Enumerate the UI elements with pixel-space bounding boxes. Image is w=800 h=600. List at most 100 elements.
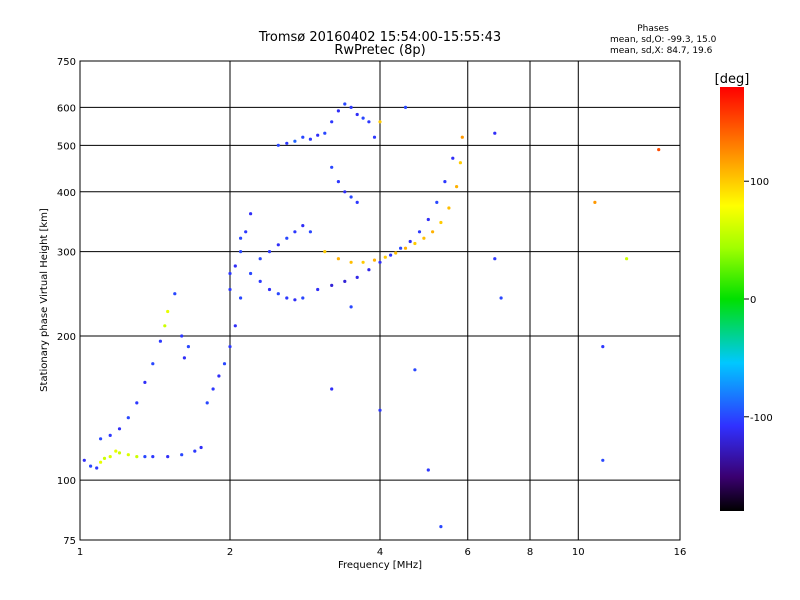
- colorbar-label: [deg]: [715, 72, 750, 87]
- grid-lines: [80, 61, 680, 540]
- data-point: [117, 427, 122, 431]
- data-point: [180, 334, 184, 338]
- x-tick-label: 10: [572, 547, 585, 558]
- data-point: [126, 416, 130, 420]
- data-point: [151, 455, 155, 459]
- data-point: [301, 296, 305, 300]
- data-point: [228, 287, 232, 292]
- x-tick-label: 6: [465, 547, 471, 558]
- x-axis-ticks: 1 2 4 6 8 10 16: [77, 547, 687, 558]
- data-point: [143, 380, 147, 384]
- data-point: [193, 449, 197, 453]
- data-point: [349, 260, 353, 264]
- data-point: [323, 250, 327, 254]
- data-point: [443, 180, 447, 184]
- data-point: [276, 243, 280, 247]
- data-point: [135, 455, 139, 459]
- data-point: [108, 433, 112, 437]
- data-point: [499, 296, 503, 300]
- data-point: [349, 305, 353, 309]
- data-point: [361, 260, 365, 264]
- data-point: [378, 120, 382, 124]
- data-point: [355, 275, 359, 279]
- data-point: [593, 200, 597, 204]
- data-point: [413, 368, 417, 372]
- y-tick-label: 100: [57, 476, 76, 487]
- data-point: [330, 120, 334, 124]
- data-point: [222, 362, 227, 366]
- data-point: [228, 345, 232, 349]
- y-tick-label: 75: [63, 536, 76, 547]
- data-point: [316, 133, 320, 137]
- data-point: [431, 230, 435, 234]
- data-point: [249, 271, 253, 276]
- data-point: [233, 264, 237, 268]
- data-point: [601, 458, 605, 462]
- data-point: [349, 195, 353, 199]
- data-point: [336, 109, 340, 113]
- data-point: [330, 387, 334, 391]
- data-point: [330, 283, 334, 287]
- x-tick-label: 2: [227, 547, 233, 558]
- chart-subtitle: RwPretec (8p): [334, 43, 425, 58]
- data-point: [403, 246, 408, 250]
- data-point: [173, 292, 177, 296]
- data-point: [355, 200, 359, 204]
- data-point: [228, 271, 232, 276]
- data-point: [361, 116, 365, 120]
- x-tick-label: 4: [377, 547, 383, 558]
- data-point: [399, 246, 403, 250]
- y-tick-label: 400: [57, 188, 76, 199]
- x-tick-label: 1: [77, 547, 83, 558]
- chart-title: Tromsø 20160402 15:54:00-15:55:43: [258, 30, 501, 45]
- data-point: [451, 156, 455, 160]
- data-point: [205, 401, 209, 405]
- data-point: [343, 102, 347, 106]
- data-point: [249, 212, 253, 216]
- data-point: [367, 268, 371, 272]
- plot-frame: [79, 60, 681, 541]
- data-point: [89, 464, 93, 468]
- data-point: [372, 258, 377, 262]
- data-point: [336, 257, 340, 261]
- data-point: [422, 236, 426, 240]
- data-point: [217, 374, 221, 378]
- data-point: [343, 279, 347, 283]
- data-point: [102, 456, 107, 460]
- y-tick-label: 300: [57, 248, 76, 259]
- data-point: [182, 356, 186, 360]
- data-point: [458, 161, 462, 165]
- data-point: [378, 408, 382, 412]
- data-point: [455, 185, 459, 189]
- y-tick-label: 500: [57, 141, 76, 152]
- y-axis-ticks: 75 100 200 300 400 500 600 750: [57, 57, 76, 547]
- data-point: [180, 453, 184, 457]
- data-point: [276, 143, 280, 147]
- data-point: [435, 200, 439, 204]
- data-point: [99, 437, 103, 441]
- x-tick-label: 16: [674, 547, 687, 558]
- data-point: [166, 309, 170, 314]
- data-point: [199, 445, 203, 450]
- data-point: [403, 105, 408, 109]
- data-point: [95, 466, 99, 470]
- data-points: [82, 102, 661, 529]
- data-point: [233, 324, 237, 328]
- data-point: [657, 148, 661, 152]
- data-point: [285, 141, 289, 145]
- data-point: [126, 453, 130, 457]
- data-point: [285, 236, 289, 240]
- colorbar-tick-label: 0: [750, 295, 756, 306]
- colorbar: [720, 87, 744, 511]
- data-point: [239, 296, 243, 300]
- data-point: [301, 224, 305, 228]
- data-point: [336, 180, 340, 184]
- data-point: [108, 455, 112, 459]
- data-point: [143, 455, 147, 459]
- data-point: [276, 292, 280, 296]
- data-point: [293, 230, 297, 234]
- data-point: [135, 401, 139, 405]
- data-point: [372, 135, 377, 139]
- data-point: [439, 525, 443, 529]
